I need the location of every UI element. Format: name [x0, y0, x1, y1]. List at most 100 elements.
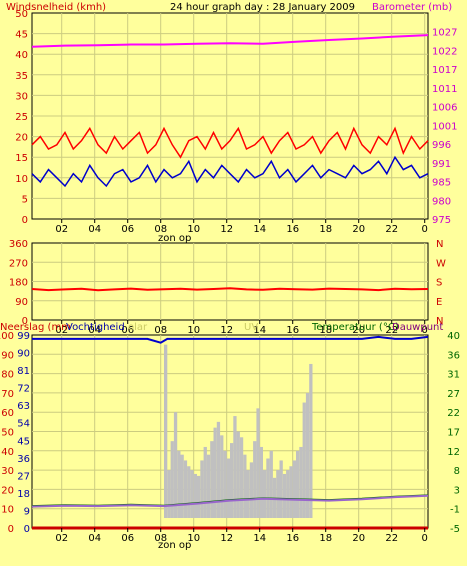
barometer-tick-label: 991: [432, 159, 451, 170]
wind-baro-x-tick-label: 20: [352, 224, 365, 235]
barometer-tick-label: 1027: [432, 28, 457, 39]
compass-tick-label: N: [436, 239, 443, 250]
temperature-tick-label: 12: [447, 447, 460, 458]
temperature-tick-label: 40: [447, 331, 460, 342]
solar-bar: [305, 392, 310, 518]
solar-axis-label: olar: [128, 322, 148, 333]
sunrise-label-1: zon op: [158, 233, 191, 244]
direction-degree-tick-label: 270: [9, 258, 28, 269]
dewpoint-axis-label: Dauwpunt: [392, 322, 443, 333]
wind-speed-tick-label: 25: [15, 112, 28, 123]
solar-bar: [230, 443, 234, 518]
rain-hum-x-tick-label: 16: [286, 533, 299, 544]
solar-bar: [309, 363, 313, 518]
rain-tick-label: 20: [1, 485, 14, 496]
rain-hum-ticks: 0102030405060708090100091827364554637281…: [0, 331, 460, 544]
solar-bar: [286, 470, 290, 518]
wind-speed-tick-label: 5: [22, 194, 28, 205]
solar-bar: [193, 473, 197, 518]
direction-degree-tick-label: 90: [15, 297, 28, 308]
humidity-tick-label: 36: [17, 454, 30, 465]
temperature-tick-label: 31: [447, 370, 460, 381]
solar-bar: [164, 344, 168, 518]
temperature-tick-label: 3: [454, 485, 460, 496]
rain-hum-x-tick-label: 10: [187, 533, 200, 544]
solar-bar: [190, 470, 194, 518]
humidity-tick-label: 90: [17, 349, 30, 360]
solar-bar: [197, 475, 201, 518]
solar-bar: [299, 446, 303, 518]
solar-bar: [276, 470, 280, 518]
wind-direction-line-0: [31, 287, 429, 292]
wind-baro-x-tick-label: 06: [121, 224, 134, 235]
wind-speed-tick-label: 10: [15, 174, 28, 185]
wind-direction-x-tick-label: 20: [352, 325, 365, 336]
solar-bar: [243, 454, 247, 518]
rain-hum-x-tick-label: 22: [385, 533, 398, 544]
rain-hum-x-tick-label: 06: [121, 533, 134, 544]
wind-baro-series-line-0: [31, 34, 429, 48]
rain-hum-x-tick-label: 0: [422, 533, 428, 544]
solar-bar: [167, 470, 171, 518]
solar-bar: [246, 470, 250, 518]
wind-speed-tick-label: 50: [15, 9, 28, 20]
solar-bar: [259, 446, 263, 518]
wind-baro-x-tick-label: 16: [286, 224, 299, 235]
compass-tick-label: N: [436, 316, 443, 327]
uv-axis-label: UV: [244, 322, 258, 333]
solar-bar: [216, 421, 221, 518]
solar-bar: [173, 412, 178, 518]
solar-bar: [289, 466, 293, 518]
sunrise-label-3: zon op: [158, 540, 191, 551]
rain-tick-label: 90: [1, 350, 14, 361]
rain-tick-label: 50: [1, 428, 14, 439]
rain-hum-x-tick-label: 08: [154, 533, 167, 544]
wind-direction-x-tick-label: 08: [154, 325, 167, 336]
humidity-tick-label: 45: [17, 436, 30, 447]
wind-baro-x-tick-label: 02: [55, 224, 68, 235]
humidity-tick-label: 9: [24, 506, 30, 517]
solar-bar: [263, 470, 267, 518]
solar-bar: [226, 458, 230, 518]
wind-baro-series-line-1: [31, 126, 429, 159]
temperature-tick-label: 17: [447, 428, 460, 439]
solar-bar: [296, 450, 300, 518]
temperature-tick-label: 27: [447, 389, 460, 400]
solar-bar: [233, 416, 237, 518]
compass-tick-label: S: [436, 278, 442, 289]
direction-degree-tick-label: 360: [9, 239, 28, 250]
wind-baro-x-tick-label: 10: [187, 224, 200, 235]
solar-bar: [239, 437, 244, 518]
wind-direction-x-tick-label: 18: [319, 325, 332, 336]
wind-direction-x-tick-label: 22: [385, 325, 398, 336]
rain-hum-x-tick-label: 14: [253, 533, 266, 544]
wind-direction-x-tick-label: 04: [88, 325, 101, 336]
humidity-tick-label: 18: [17, 489, 30, 500]
wind-direction-x-tick-label: 06: [121, 325, 134, 336]
rain-hum-x-tick-label: 18: [319, 533, 332, 544]
solar-bar: [302, 402, 306, 518]
temperature-tick-label: 36: [447, 350, 460, 361]
solar-bar: [266, 458, 270, 518]
solar-bar: [203, 446, 207, 518]
temperature-tick-label: 8: [454, 466, 460, 477]
solar-bar: [170, 441, 174, 518]
barometer-tick-label: 980: [432, 196, 451, 207]
direction-degree-tick-label: 180: [9, 278, 28, 289]
barometer-tick-label: 1017: [432, 65, 457, 76]
humidity-tick-label: 54: [17, 419, 30, 430]
rain-tick-label: 30: [1, 466, 14, 477]
humidity-tick-label: 99: [17, 331, 30, 342]
solar-bar: [183, 460, 188, 518]
solar-bar: [279, 460, 283, 518]
humidity-tick-label: 63: [17, 401, 30, 412]
wind-speed-tick-label: 0: [22, 215, 28, 226]
wind-direction-x-tick-label: 0: [422, 325, 428, 336]
temperature-tick-label: -5: [450, 524, 460, 535]
wind-baro-x-tick-label: 04: [88, 224, 101, 235]
solar-bar: [220, 435, 224, 518]
wind-direction-gridlines: [32, 243, 428, 320]
